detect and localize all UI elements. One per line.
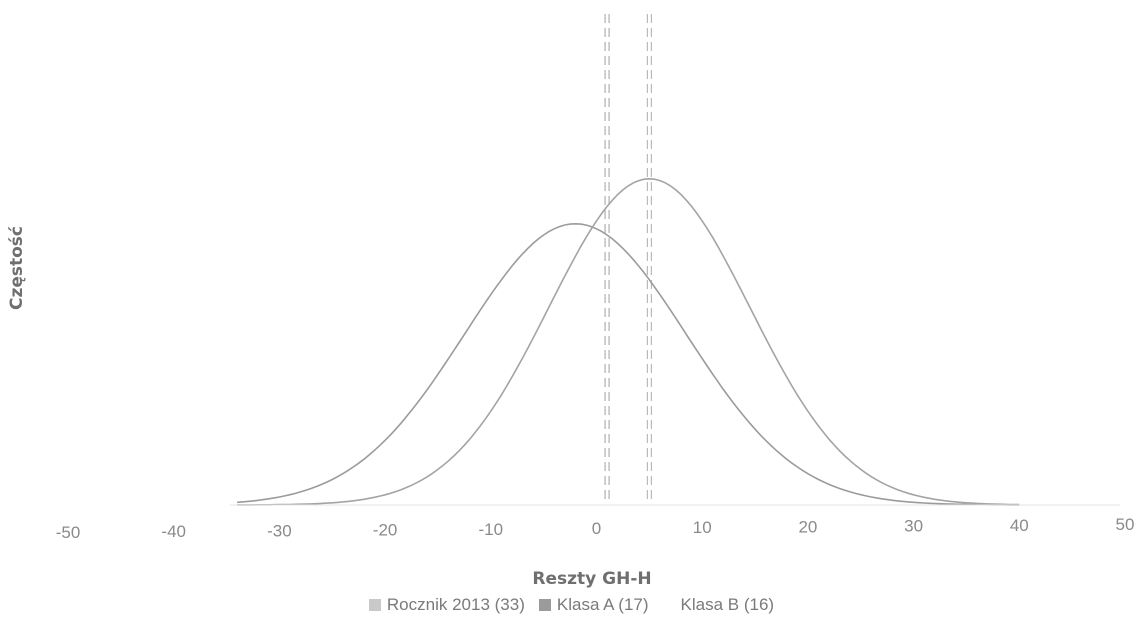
x-tick-label: 0: [592, 519, 601, 538]
x-tick-label: -20: [373, 521, 398, 540]
legend: Rocznik 2013 (33) Klasa A (17) Klasa B (…: [0, 590, 1143, 620]
x-tick-label: 30: [904, 517, 923, 536]
legend-label-rocznik: Rocznik 2013 (33): [386, 595, 525, 614]
legend-swatch-klasa-b: [663, 599, 675, 611]
x-tick-label: 20: [798, 517, 817, 536]
x-tick-label: 40: [1010, 516, 1029, 535]
legend-swatch-rocznik: [368, 599, 381, 611]
x-tick-label: -10: [479, 520, 504, 539]
legend-item-klasa-a[interactable]: Klasa A (17): [538, 595, 649, 615]
x-tick-label: 10: [693, 518, 712, 537]
density-curve: [237, 222, 1020, 506]
x-tick-label: -40: [161, 522, 186, 541]
x-tick-label: -30: [267, 521, 292, 540]
density-curve: [237, 177, 1020, 506]
legend-swatch-klasa-a: [538, 599, 551, 611]
legend-item-rocznik[interactable]: Rocznik 2013 (33): [368, 595, 525, 615]
y-axis-title: Częstość: [7, 226, 27, 310]
density-curves: [237, 177, 1020, 506]
x-axis-ticks: -50 -40 -30 -20 -10 0 10 20 30 40 50: [56, 515, 1135, 542]
legend-item-klasa-b[interactable]: Klasa B (16): [663, 595, 775, 615]
x-tick-label: 50: [1116, 515, 1135, 534]
x-axis-title: Reszty GH-H: [532, 569, 651, 589]
mean-markers: [604, 14, 652, 500]
x-tick-label: -50: [56, 523, 81, 542]
legend-label-klasa-a: Klasa A (17): [556, 595, 649, 614]
legend-label-klasa-b: Klasa B (16): [680, 595, 775, 614]
